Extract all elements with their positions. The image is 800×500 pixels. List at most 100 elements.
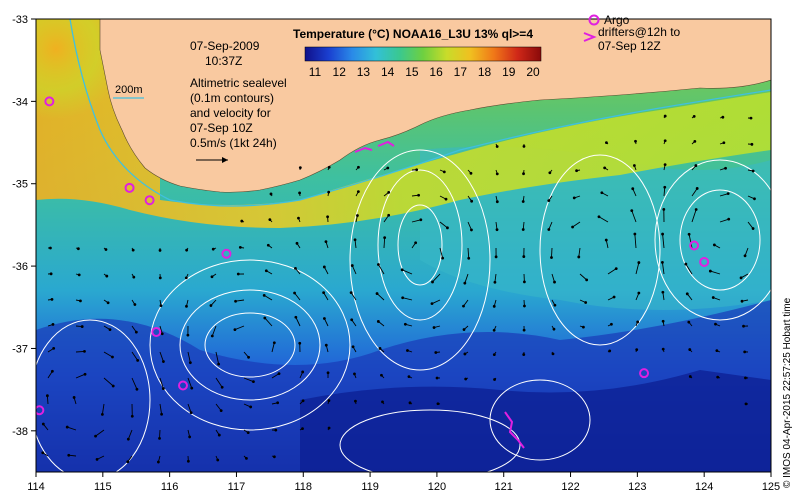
velocity-arrowhead bbox=[238, 245, 242, 249]
velocity-arrowhead bbox=[688, 375, 692, 378]
velocity-arrowhead bbox=[661, 347, 665, 351]
drifter-legend-line-2: 07-Sep 12Z bbox=[598, 39, 661, 53]
velocity-arrowhead bbox=[585, 278, 589, 282]
velocity-arrowhead bbox=[467, 256, 471, 260]
velocity-arrowhead bbox=[219, 409, 223, 413]
y-tick-label: -35 bbox=[12, 179, 28, 191]
velocity-arrowhead bbox=[135, 387, 139, 391]
velocity-arrowhead bbox=[724, 166, 727, 170]
velocity-arrowhead bbox=[663, 139, 667, 143]
velocity-arrowhead bbox=[408, 401, 412, 405]
x-axis: 114 115 116 117 118 119 120 121 122 123 124 125 bbox=[27, 472, 780, 493]
velocity-arrow bbox=[67, 426, 77, 431]
velocity-arrowhead bbox=[49, 246, 52, 250]
velocity-arrow bbox=[439, 221, 448, 229]
velocity-arrowhead bbox=[716, 375, 720, 379]
velocity-arrowhead bbox=[727, 217, 731, 221]
velocity-arrowhead bbox=[185, 248, 189, 252]
velocity-arrowhead bbox=[632, 164, 636, 167]
velocity-arrowhead bbox=[272, 455, 276, 459]
drifter-legend-icon bbox=[583, 32, 597, 42]
velocity-arrow bbox=[572, 221, 581, 228]
colorbar-tick-label: 12 bbox=[333, 65, 347, 79]
velocity-arrow bbox=[662, 234, 665, 249]
velocity-arrowhead bbox=[522, 280, 526, 284]
velocity-arrowhead bbox=[106, 301, 110, 305]
velocity-arrow bbox=[464, 273, 469, 284]
x-tick-label: 122 bbox=[561, 481, 579, 493]
velocity-arrowhead bbox=[356, 214, 359, 217]
velocity-arrow bbox=[215, 351, 220, 365]
velocity-arrow bbox=[234, 325, 245, 331]
x-tick-label: 116 bbox=[161, 481, 179, 493]
velocity-arrowhead bbox=[661, 260, 664, 264]
velocity-arrowhead bbox=[462, 304, 465, 308]
velocity-arrowhead bbox=[72, 396, 76, 399]
velocity-arrowhead bbox=[381, 400, 384, 404]
colorbar-tick-label: 13 bbox=[357, 65, 371, 79]
velocity-arrowhead bbox=[162, 360, 165, 363]
velocity-arrow bbox=[159, 403, 163, 415]
velocity-arrow bbox=[551, 273, 555, 283]
velocity-arrowhead bbox=[582, 325, 585, 329]
velocity-arrowhead bbox=[94, 434, 97, 438]
velocity-arrow bbox=[467, 221, 472, 231]
velocity-arrowhead bbox=[126, 460, 130, 464]
velocity-arrowhead bbox=[298, 341, 302, 345]
colorbar: Temperature (°C) NOAA16_L3U 13% ql>=4 11… bbox=[293, 27, 542, 79]
warm-coastal-band bbox=[36, 19, 771, 228]
velocity-arrowhead bbox=[753, 197, 756, 201]
argo-legend: Argo drifters@12h to 07-Sep 12Z bbox=[583, 13, 681, 53]
drifter-legend-line-1: drifters@12h to bbox=[598, 25, 681, 39]
velocity-arrowhead bbox=[51, 322, 55, 326]
sealevel-line-1: Altimetric sealevel bbox=[190, 76, 287, 90]
velocity-arrow bbox=[159, 377, 164, 389]
argo-float-marker bbox=[178, 380, 188, 391]
velocity-arrowhead bbox=[294, 315, 298, 319]
velocity-arrowhead bbox=[726, 192, 730, 196]
velocity-arrowhead bbox=[236, 272, 240, 276]
velocity-arrowhead bbox=[604, 238, 608, 242]
velocity-arrowhead bbox=[493, 378, 496, 381]
velocity-arrow bbox=[691, 209, 697, 223]
colorbar-tick-label: 15 bbox=[405, 65, 419, 79]
plot-area bbox=[36, 19, 771, 472]
velocity-arrowhead bbox=[430, 302, 434, 306]
velocity-arrowhead bbox=[547, 199, 551, 203]
sealevel-line-3: and velocity for bbox=[190, 106, 271, 120]
velocity-arrowhead bbox=[159, 304, 163, 308]
velocity-arrow bbox=[663, 187, 666, 197]
velocity-arrowhead bbox=[419, 218, 423, 222]
velocity-arrow bbox=[271, 342, 275, 353]
velocity-arrow bbox=[159, 351, 164, 362]
plot-frame bbox=[35, 18, 772, 473]
velocity-arrowhead bbox=[432, 326, 436, 329]
velocity-arrowhead bbox=[350, 264, 354, 267]
velocity-scale-arrowhead bbox=[222, 157, 228, 163]
velocity-arrowhead bbox=[356, 190, 360, 194]
velocity-arrowhead bbox=[603, 166, 607, 170]
velocity-arrowhead bbox=[322, 291, 326, 294]
velocity-arrow bbox=[411, 219, 421, 223]
sealevel-line-4: 07-Sep 10Z bbox=[190, 121, 253, 135]
velocity-arrowhead bbox=[417, 193, 421, 197]
velocity-arrowhead bbox=[663, 163, 667, 167]
velocity-arrowhead bbox=[494, 255, 498, 259]
velocity-arrowhead bbox=[188, 435, 192, 439]
velocity-arrowhead bbox=[493, 280, 497, 284]
velocity-arrowhead bbox=[297, 216, 300, 220]
sealevel-line-2: (0.1m contours) bbox=[190, 91, 274, 105]
velocity-arrowhead bbox=[742, 324, 745, 328]
velocity-arrowhead bbox=[441, 256, 445, 260]
velocity-arrowhead bbox=[553, 303, 557, 307]
velocity-arrowhead bbox=[584, 301, 588, 304]
velocity-arrowhead bbox=[553, 280, 556, 284]
velocity-arrowhead bbox=[552, 327, 556, 331]
velocity-arrowhead bbox=[522, 172, 525, 176]
velocity-arrowhead bbox=[52, 347, 56, 350]
velocity-arrowhead bbox=[661, 232, 664, 236]
velocity-arrow bbox=[103, 377, 114, 387]
velocity-arrowhead bbox=[751, 227, 755, 230]
velocity-arrowhead bbox=[380, 373, 383, 377]
velocity-arrowhead bbox=[436, 402, 440, 406]
